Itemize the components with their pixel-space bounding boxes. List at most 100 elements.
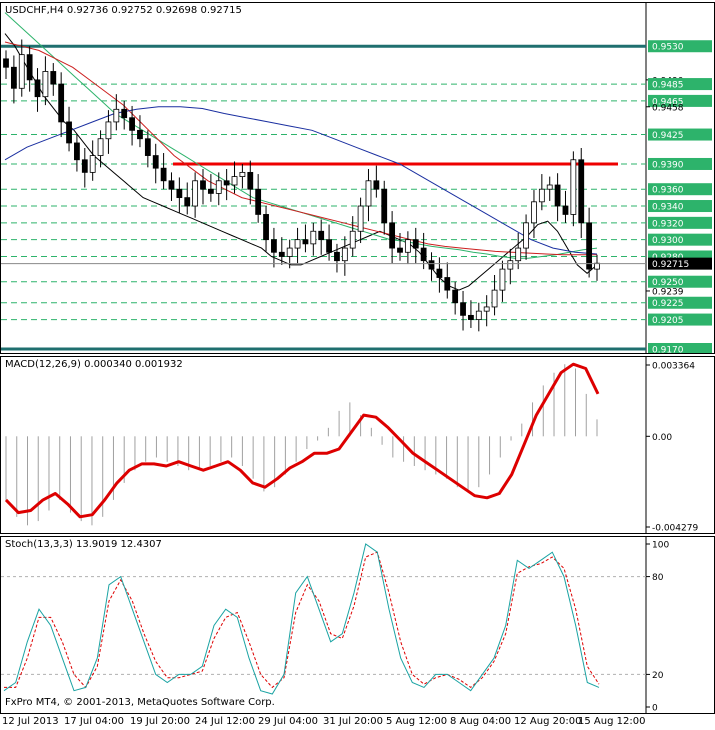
candle-body bbox=[499, 268, 506, 291]
price-label: 0.9485 bbox=[652, 81, 684, 91]
price-label-box bbox=[648, 233, 712, 246]
price-label-box bbox=[648, 157, 712, 170]
time-axis-label: 19 Jul 20:00 bbox=[130, 716, 190, 727]
candle-body bbox=[294, 239, 301, 249]
candle-body bbox=[200, 180, 206, 190]
macd-tick-label: 0.003364 bbox=[652, 362, 695, 372]
stoch-tick-label: 100 bbox=[652, 541, 669, 551]
candle-body bbox=[18, 54, 25, 89]
price-label: 0.9340 bbox=[652, 203, 684, 213]
candle-body bbox=[531, 201, 537, 224]
candle-body bbox=[318, 230, 325, 241]
candle-body bbox=[247, 171, 254, 190]
candle-body bbox=[310, 230, 317, 245]
candle-body bbox=[66, 121, 72, 144]
candle-body bbox=[168, 180, 175, 190]
candle-body bbox=[58, 83, 65, 123]
price-label-box bbox=[648, 257, 712, 270]
candle-body bbox=[152, 155, 159, 169]
candle-body bbox=[176, 188, 183, 199]
candle-body bbox=[223, 180, 230, 186]
time-axis-label: 8 Aug 04:00 bbox=[450, 716, 512, 727]
stoch-tick-label: 0 bbox=[652, 704, 658, 714]
candle-body bbox=[215, 180, 222, 194]
price-label-box bbox=[648, 313, 712, 326]
candle-body bbox=[105, 121, 112, 140]
candle-body bbox=[562, 205, 569, 215]
candle-body bbox=[160, 167, 167, 182]
price-chart-svg: 0.95300.94900.94850.94650.94580.94250.93… bbox=[1, 3, 712, 354]
moving-average-line bbox=[4, 12, 598, 259]
candle-body bbox=[475, 310, 482, 320]
time-axis-label: 15 Aug 12:00 bbox=[578, 716, 646, 727]
time-axis-label: 12 Jul 2013 bbox=[2, 716, 59, 727]
macd-tick-label: -0.004279 bbox=[652, 524, 698, 534]
candle-body bbox=[121, 108, 128, 119]
price-label-box bbox=[648, 128, 712, 141]
candle-body bbox=[397, 247, 403, 253]
stochastic-chart-svg: 100 80 20 0 bbox=[1, 537, 669, 714]
candle-body bbox=[373, 180, 380, 190]
candle-body bbox=[3, 58, 9, 68]
candle-body bbox=[546, 184, 553, 190]
candle-body bbox=[278, 251, 285, 257]
candle-body bbox=[271, 239, 277, 253]
macd-title: MACD(12,26,9) 0.000340 0.001932 bbox=[5, 359, 183, 370]
price-chart-title: USDCHF,H4 0.92736 0.92752 0.92698 0.9271… bbox=[5, 5, 242, 16]
price-label-box bbox=[648, 275, 712, 288]
candle-body bbox=[428, 260, 435, 270]
moving-average-line bbox=[4, 33, 598, 291]
candle-body bbox=[357, 205, 364, 232]
candle-body bbox=[507, 260, 514, 270]
candle-body bbox=[491, 289, 498, 308]
candle-body bbox=[192, 180, 199, 207]
candle-body bbox=[263, 214, 269, 241]
time-axis-label: 24 Jul 12:00 bbox=[195, 716, 255, 727]
price-label: 0.9225 bbox=[652, 299, 684, 309]
candle-body bbox=[515, 247, 522, 262]
candle-body bbox=[349, 230, 356, 249]
candle-body bbox=[42, 71, 49, 98]
time-axis-label: 31 Jul 20:00 bbox=[323, 716, 383, 727]
candle-body bbox=[231, 176, 238, 186]
candle-body bbox=[302, 239, 309, 245]
price-label-box bbox=[648, 183, 712, 196]
moving-average-line bbox=[4, 41, 597, 256]
macd-pane[interactable]: 0.003364 0.00 -0.004279 MACD(12,26,9) 0.00… bbox=[0, 356, 715, 534]
price-label: 0.9360 bbox=[652, 186, 684, 196]
candle-body bbox=[389, 222, 396, 249]
price-label-box bbox=[648, 40, 712, 53]
candle-body bbox=[207, 188, 214, 194]
time-axis-label: 12 Aug 20:00 bbox=[514, 716, 582, 727]
time-axis-label: 17 Jul 04:00 bbox=[64, 716, 124, 727]
candle-body bbox=[74, 142, 80, 161]
copyright-text: FxPro MT4, © 2001-2013, MetaQuotes Softw… bbox=[5, 697, 275, 708]
price-label: 0.9205 bbox=[652, 316, 684, 326]
price-label: 0.9390 bbox=[652, 160, 684, 170]
candle-body bbox=[239, 171, 246, 177]
moving-average-line bbox=[4, 106, 598, 255]
stochastic-pane[interactable]: 100 80 20 0 Stoch(13,3,3) 13.9019 12.4307 bbox=[0, 536, 715, 714]
candle-body bbox=[570, 159, 577, 215]
price-label: 0.9170 bbox=[652, 346, 684, 354]
candle-body bbox=[10, 66, 17, 89]
price-label: 0.9530 bbox=[652, 43, 684, 53]
candle-body bbox=[26, 54, 33, 81]
candle-body bbox=[436, 268, 443, 278]
candle-body bbox=[412, 239, 419, 249]
stoch-signal-line bbox=[4, 551, 600, 689]
price-label-box bbox=[648, 78, 712, 91]
candle-body bbox=[523, 222, 529, 249]
price-chart-pane[interactable]: 0.95300.94900.94850.94650.94580.94250.93… bbox=[0, 2, 715, 354]
price-label: 0.9239 bbox=[652, 287, 684, 297]
candle-body bbox=[89, 155, 96, 173]
macd-tick-label: 0.00 bbox=[652, 433, 672, 443]
price-label: 0.9250 bbox=[652, 278, 684, 288]
candle-body bbox=[286, 247, 293, 257]
candle-body bbox=[255, 188, 262, 215]
price-label: 0.9465 bbox=[652, 97, 684, 107]
candle-body bbox=[404, 239, 411, 253]
price-label: 0.92715 bbox=[652, 260, 689, 270]
candle-body bbox=[554, 184, 561, 207]
candle-body bbox=[184, 197, 191, 207]
